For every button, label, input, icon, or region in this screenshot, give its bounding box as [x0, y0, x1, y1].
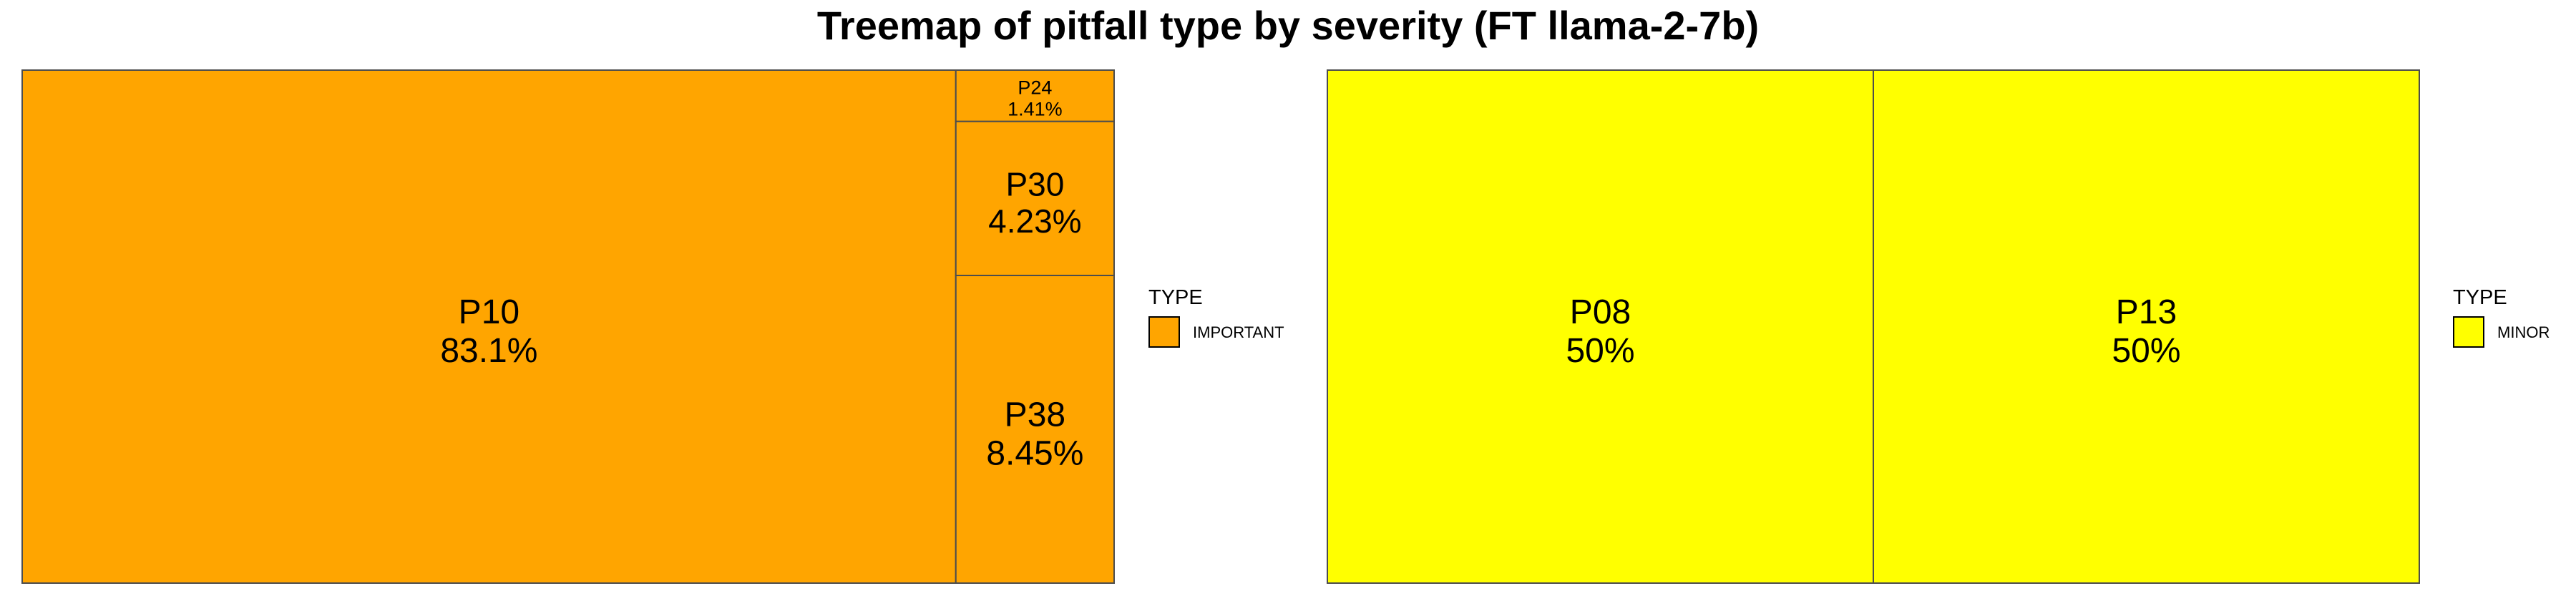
tile-percent-p24: 1.41%	[1008, 99, 1063, 120]
chart-title: Treemap of pitfall type by severity (FT …	[817, 3, 1759, 48]
legend-minor: TYPE MINOR	[2453, 286, 2550, 348]
tile-p24	[955, 69, 1115, 122]
legend-swatch	[1148, 316, 1180, 348]
tile-percent-p10: 83.1%	[440, 332, 537, 370]
tile-p30	[955, 120, 1115, 277]
legend-label: MINOR	[2497, 323, 2550, 341]
legend-title: TYPE	[1148, 286, 1203, 309]
tile-percent-p30: 4.23%	[988, 202, 1081, 240]
tile-name-p13: P13	[2116, 293, 2177, 331]
legend-title: TYPE	[2453, 286, 2507, 309]
tile-p10	[21, 69, 957, 584]
tile-percent-p38: 8.45%	[986, 434, 1083, 472]
tile-p13	[1873, 69, 2420, 584]
legend-label: IMPORTANT	[1193, 323, 1284, 341]
tile-name-p30: P30	[1005, 165, 1064, 202]
tile-name-p24: P24	[1018, 77, 1052, 98]
tile-p08	[1327, 69, 1874, 584]
legend-important: TYPE IMPORTANT	[1148, 286, 1284, 348]
tile-name-p08: P08	[1570, 293, 1631, 331]
tile-p38	[955, 275, 1115, 584]
tile-name-p10: P10	[459, 293, 519, 331]
tile-name-p38: P38	[1005, 396, 1065, 434]
tile-percent-p13: 50%	[2112, 332, 2180, 370]
tile-percent-p08: 50%	[1566, 332, 1634, 370]
legend-swatch	[2453, 316, 2484, 348]
